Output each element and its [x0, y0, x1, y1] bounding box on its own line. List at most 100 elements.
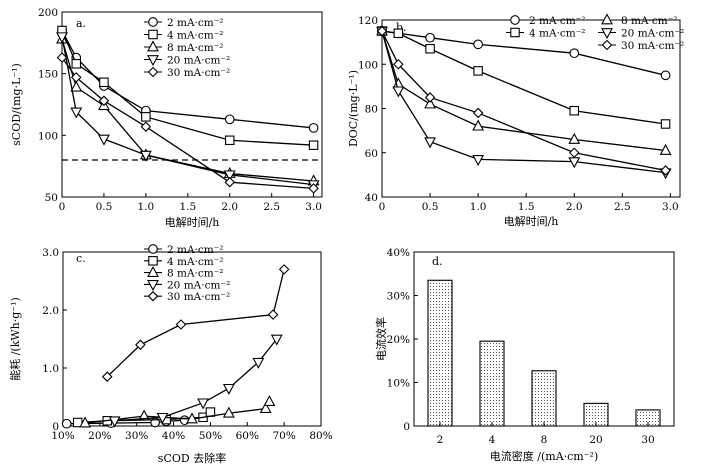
- legend-marker: [601, 13, 613, 25]
- data-point: [70, 72, 82, 83]
- y-tick-label: 10%: [387, 378, 410, 390]
- data-point: [660, 119, 671, 129]
- y-tick-label: 100: [38, 130, 58, 142]
- data-point: [472, 119, 485, 131]
- y-tick-label: 3.0: [42, 247, 59, 259]
- data-point: [660, 165, 671, 176]
- y-tick-label: 50: [45, 192, 58, 204]
- data-point: [568, 147, 580, 159]
- y-tick-label: 40%: [387, 247, 410, 259]
- data-point: [425, 32, 435, 43]
- panel-c: 10% 20% 30% 40% 50% 60% 70% 80% 0 1.0 2.0 3.0 c. sCOD…: [8, 244, 333, 465]
- x-tick-label: 1.5: [179, 201, 196, 213]
- y-tick-label: 0: [52, 421, 59, 433]
- y-tick-label: 20%: [387, 334, 410, 346]
- x-tick-label: 0: [379, 201, 386, 213]
- legend-label: 4 mA·cm⁻²: [167, 256, 223, 268]
- x-tick-label: 70%: [272, 430, 295, 442]
- legend-label: 30 mA·cm⁻²: [167, 291, 230, 303]
- panel-label: b.: [396, 21, 407, 34]
- legend-marker: [147, 290, 159, 302]
- legend-label: 20 mA·cm⁻²: [167, 55, 230, 67]
- y-tick-label: 1.0: [42, 363, 59, 375]
- x-tick-label: 30: [641, 434, 654, 446]
- data-point: [108, 416, 121, 428]
- data-point: [222, 383, 235, 395]
- x-axis-label: 电解时间/h: [165, 215, 220, 229]
- data-point: [98, 95, 110, 107]
- x-tick-label: 0.5: [422, 201, 439, 213]
- data-point: [472, 107, 484, 119]
- data-point: [425, 44, 435, 54]
- data-point: [135, 339, 146, 351]
- y-axis-label: DOC/(mg·L⁻¹): [347, 70, 360, 147]
- data-point: [101, 371, 113, 382]
- data-point: [424, 97, 436, 109]
- y-tick-label: 120: [358, 15, 378, 27]
- data-point: [197, 398, 209, 410]
- legend-label: 4 mA·cm⁻²: [167, 30, 223, 42]
- y-tick-label: 2.0: [42, 305, 59, 317]
- data-point: [569, 48, 580, 59]
- y-axis-label: sCOD/(mg·L⁻¹): [10, 63, 23, 146]
- plot-frame: [61, 11, 323, 198]
- panel-label: a.: [76, 17, 86, 30]
- series-line: [381, 30, 666, 152]
- data-point: [156, 412, 169, 424]
- x-tick-label: 60%: [236, 430, 259, 442]
- legend-marker: [147, 66, 159, 78]
- data-point: [141, 112, 151, 122]
- x-axis-label: sCOD 去除率: [158, 451, 226, 465]
- x-tick-label: 0.5: [96, 201, 113, 213]
- legend-marker: [148, 244, 158, 254]
- legend-label: 2 mA·cm⁻²: [167, 17, 223, 29]
- data-point: [263, 394, 276, 406]
- data-point: [223, 170, 236, 182]
- data-point: [308, 123, 319, 133]
- data-point: [140, 121, 152, 132]
- series-line: [114, 338, 278, 422]
- legend-label: 8 mA·cm⁻²: [621, 15, 677, 27]
- series-line: [381, 30, 666, 174]
- series-line: [381, 30, 666, 172]
- y-tick-label: 60: [365, 148, 378, 160]
- series-line: [61, 30, 314, 129]
- x-tick-label: 1.0: [470, 201, 487, 213]
- series-line: [61, 36, 314, 186]
- x-tick-label: 20%: [88, 430, 111, 442]
- x-axis-label: 电解时间/h: [504, 214, 559, 228]
- data-point: [224, 135, 235, 146]
- legend-marker: [148, 29, 158, 40]
- x-tick-label: 8: [541, 434, 548, 446]
- data-point: [424, 137, 436, 149]
- x-tick-label: 1.5: [518, 201, 535, 213]
- data-point: [376, 25, 388, 37]
- data-point: [186, 412, 198, 424]
- data-point: [472, 155, 485, 167]
- x-tick-label: 2.5: [263, 201, 280, 213]
- x-tick-label: 2.5: [614, 201, 631, 213]
- plot-frame: [62, 251, 322, 427]
- x-tick-label: 40%: [162, 430, 185, 442]
- legend-marker: [510, 15, 520, 25]
- data-point: [473, 39, 483, 50]
- legend-label: 2 mA·cm⁻²: [167, 244, 223, 256]
- bar: [427, 279, 453, 427]
- data-point: [222, 406, 235, 418]
- data-point: [392, 86, 405, 98]
- legend-label: 30 mA·cm⁻²: [621, 40, 684, 52]
- legend-marker: [147, 265, 159, 277]
- data-point: [79, 416, 92, 428]
- data-point: [61, 418, 72, 429]
- legend-marker: [147, 55, 159, 67]
- x-tick-label: 80%: [309, 430, 332, 442]
- data-point: [308, 183, 319, 194]
- x-tick-label: 0: [59, 201, 66, 213]
- y-tick-label: 40: [365, 192, 378, 204]
- data-point: [267, 309, 279, 320]
- data-point: [70, 107, 83, 119]
- y-tick-label: 200: [38, 7, 58, 19]
- data-point: [424, 92, 436, 103]
- data-point: [270, 334, 283, 346]
- legend-marker: [147, 40, 159, 52]
